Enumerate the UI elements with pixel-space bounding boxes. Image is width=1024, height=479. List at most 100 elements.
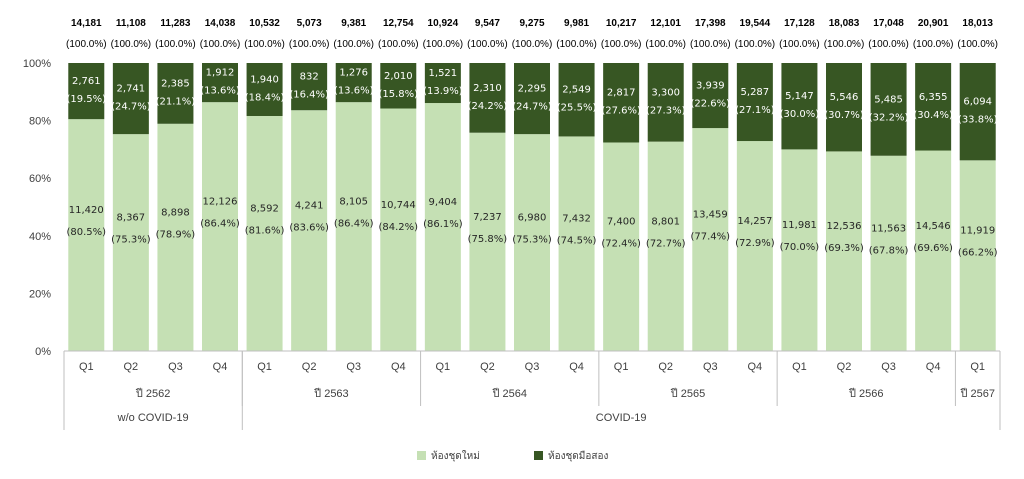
pct-label-new: (86.4%)	[334, 219, 374, 230]
pct-label-new: (72.7%)	[646, 238, 686, 249]
data-label-resale: 832	[300, 72, 319, 83]
data-label-resale: 5,287	[741, 87, 770, 98]
data-label-new: 7,400	[607, 217, 636, 228]
bar-segment-resale	[424, 63, 461, 104]
legend-label-new: ห้องชุดใหม่	[431, 450, 480, 462]
period-group-label: w/o COVID-19	[117, 412, 189, 424]
pct-label-new: (69.6%)	[913, 243, 953, 254]
total-pct-label: (100.0%)	[66, 39, 107, 50]
pct-label-resale: (27.3%)	[646, 105, 686, 116]
total-pct-label: (100.0%)	[333, 39, 374, 50]
pct-label-new: (80.5%)	[66, 227, 106, 238]
bar-segment-resale	[692, 63, 729, 129]
total-pct-label: (100.0%)	[467, 39, 508, 50]
y-axis: 0% 20% 40% 60% 80% 100%	[23, 58, 51, 358]
total-pct-label: (100.0%)	[868, 39, 909, 50]
x-tick-label: Q1	[792, 361, 807, 373]
total-label: 9,981	[564, 18, 589, 29]
pct-label-new: (86.1%)	[423, 219, 463, 230]
y-tick-label: 20%	[29, 288, 51, 300]
pct-label-resale: (22.6%)	[690, 99, 730, 110]
total-label: 19,544	[740, 18, 771, 29]
data-label-resale: 2,741	[117, 84, 146, 95]
total-label: 17,128	[784, 18, 815, 29]
bar-segment-new	[112, 134, 149, 351]
total-label: 12,754	[383, 18, 414, 29]
x-tick-label: Q4	[748, 361, 763, 373]
y-tick-label: 60%	[29, 173, 51, 185]
bar-segment-new	[915, 150, 952, 351]
pct-label-resale: (13.6%)	[334, 86, 374, 97]
pct-label-resale: (13.9%)	[423, 86, 463, 97]
bar-segment-new	[959, 160, 996, 351]
pct-label-resale: (21.1%)	[156, 96, 196, 107]
bar-segment-resale	[826, 63, 862, 152]
bar-segment-resale	[781, 63, 818, 150]
pct-label-resale: (27.1%)	[735, 105, 775, 116]
pct-label-new: (74.5%)	[557, 236, 597, 247]
data-label-new: 12,126	[203, 197, 238, 208]
year-group-label: ปี 2567	[959, 387, 995, 400]
bar-segment-new	[826, 151, 862, 351]
x-tick-label: Q2	[124, 361, 139, 373]
x-tick-label: Q1	[970, 361, 985, 373]
pct-label-new: (75.3%)	[512, 235, 552, 246]
year-group-label: ปี 2565	[670, 387, 706, 400]
total-pct-label: (100.0%)	[824, 39, 865, 50]
bar-segment-new	[202, 102, 238, 351]
bar-segment-new	[781, 149, 818, 351]
total-pct-label: (100.0%)	[512, 39, 553, 50]
bar-segment-new	[692, 128, 729, 351]
bar-segment-resale	[68, 63, 105, 120]
year-group-label: ปี 2563	[313, 387, 349, 400]
bar-segment-new	[424, 103, 461, 351]
data-label-resale: 2,385	[161, 78, 190, 89]
bar-segment-resale	[335, 63, 372, 103]
pct-label-resale: (24.2%)	[468, 101, 508, 112]
pct-label-resale: (24.7%)	[512, 102, 552, 113]
pct-label-new: (78.9%)	[156, 229, 196, 240]
total-labels: 14,181 (100.0%) 11,108 (100.0%) 11,283 (100.0…	[66, 18, 998, 50]
pct-label-resale: (18.4%)	[245, 92, 285, 103]
bar-segment-resale	[157, 63, 194, 124]
bar-segment-new	[603, 142, 640, 351]
data-label-new: 14,257	[737, 216, 772, 227]
data-label-resale: 2,549	[562, 85, 591, 96]
total-pct-label: (100.0%)	[690, 39, 731, 50]
y-tick-label: 100%	[23, 58, 51, 70]
x-tick-label: Q4	[391, 361, 406, 373]
y-tick-label: 40%	[29, 231, 51, 243]
bar-segment-resale	[469, 63, 506, 133]
data-label-new: 13,459	[693, 210, 728, 221]
total-label: 9,547	[475, 18, 500, 29]
y-tick-label: 0%	[35, 346, 51, 358]
total-label: 20,901	[918, 18, 949, 29]
bar-segment-resale	[514, 63, 550, 135]
data-label-resale: 2,010	[384, 71, 413, 82]
year-group-label: ปี 2566	[848, 387, 884, 400]
pct-label-resale: (30.7%)	[824, 110, 864, 121]
data-label-new: 8,367	[117, 213, 146, 224]
data-label-resale: 1,521	[429, 68, 458, 79]
bar-segment-new	[736, 141, 773, 351]
x-tick-label: Q1	[436, 361, 451, 373]
pct-label-new: (72.9%)	[735, 238, 775, 249]
data-label-resale: 5,147	[785, 91, 814, 102]
data-label-new: 7,432	[562, 214, 591, 225]
data-label-new: 6,980	[518, 213, 547, 224]
bar-segment-new	[380, 108, 417, 351]
data-label-resale: 1,276	[339, 68, 368, 79]
data-label-new: 8,105	[339, 197, 368, 208]
bar-segment-new	[291, 110, 328, 352]
pct-label-resale: (13.6%)	[200, 86, 240, 97]
data-label-new: 9,404	[429, 197, 458, 208]
pct-label-resale: (16.4%)	[289, 90, 329, 101]
bar-segment-new	[335, 102, 372, 351]
x-tick-label: Q2	[658, 361, 673, 373]
total-label: 18,013	[962, 18, 993, 29]
data-label-resale: 5,546	[830, 92, 859, 103]
bar-segment-new	[647, 141, 684, 351]
pct-label-new: (75.8%)	[468, 234, 508, 245]
bar-segment-resale	[291, 63, 328, 111]
bar-segment-resale	[380, 63, 417, 109]
